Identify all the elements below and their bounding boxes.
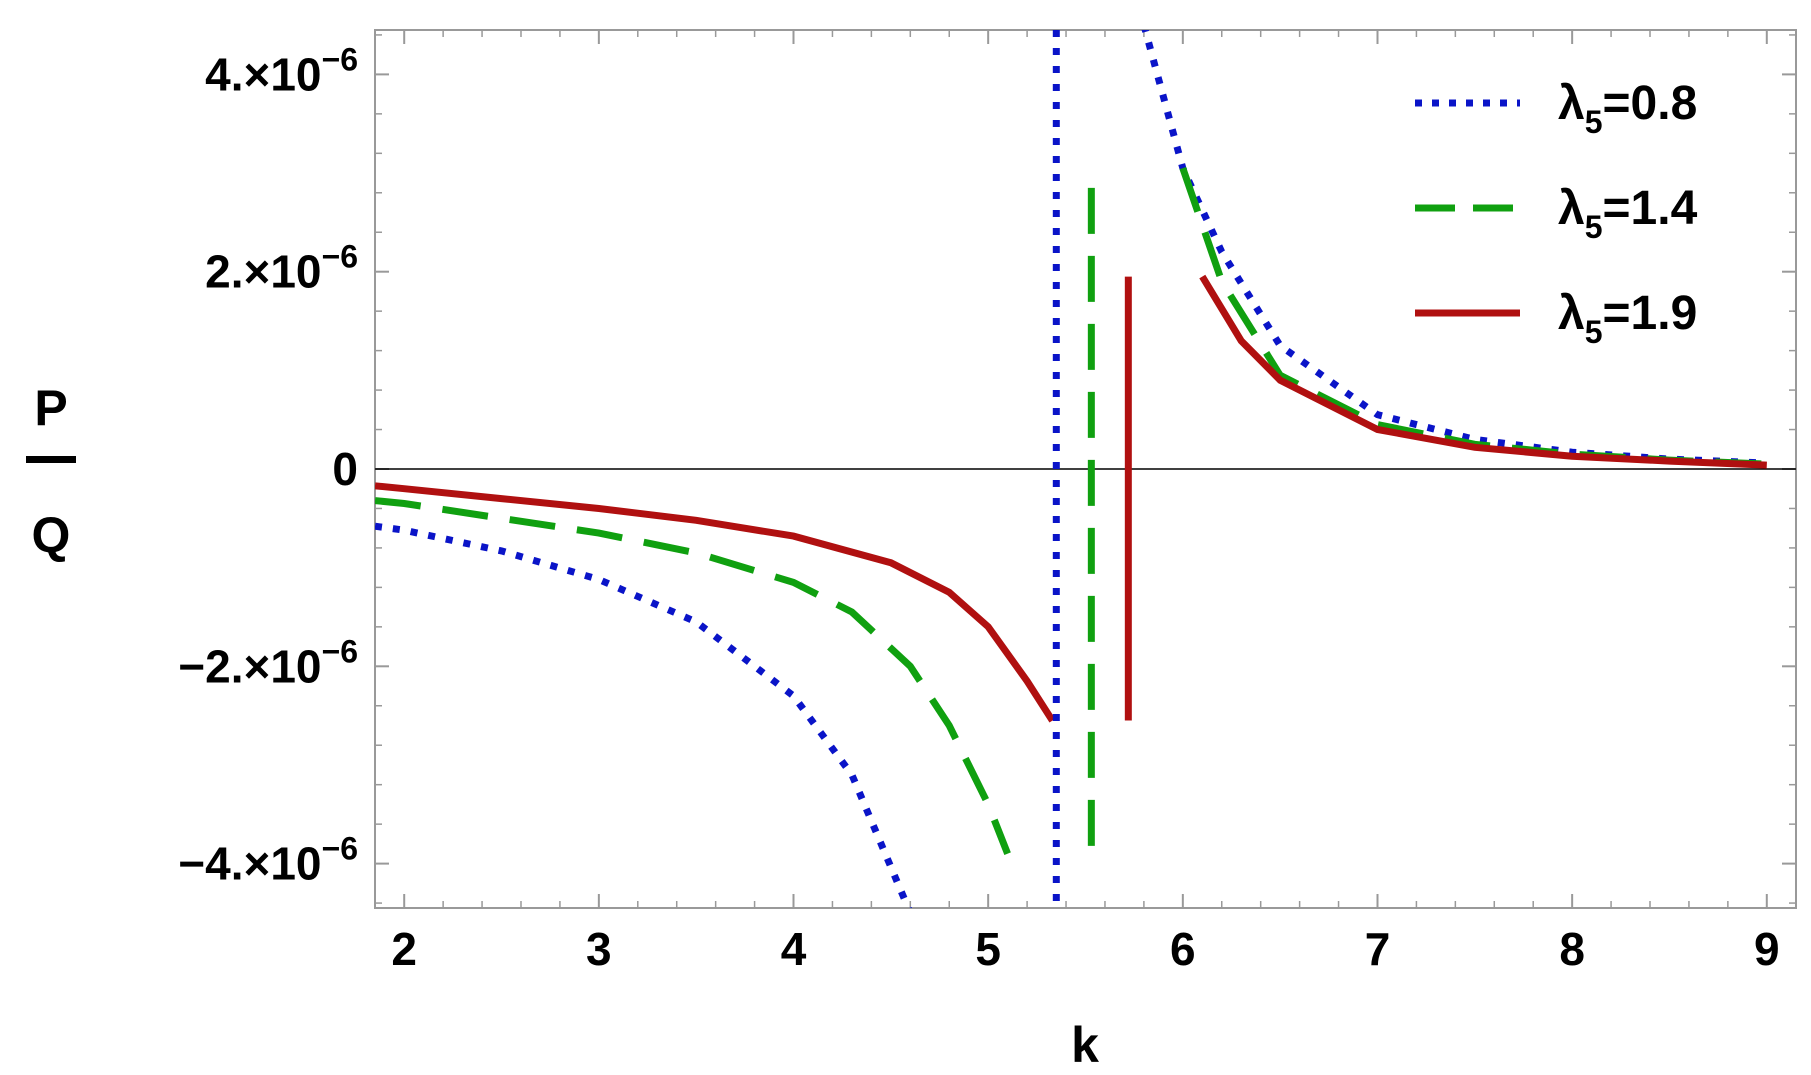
- tick-labels: 2 3 4 5 6 7 8 9 4.×10−6 2.×10−6 0 −2.×10−6 −4.×10−6: [178, 41, 1779, 975]
- series-line-3-right: [1199, 274, 1767, 469]
- y-axis-fraction-bar: [26, 456, 76, 463]
- y-tick-label: −4.×10−6: [178, 831, 358, 890]
- y-axis-label-denominator: Q: [32, 507, 71, 563]
- x-tick-label: 3: [586, 923, 612, 975]
- x-tick-label: 4: [781, 923, 807, 975]
- x-tick-label: 5: [975, 923, 1001, 975]
- series-layer: [375, 30, 1767, 908]
- y-tick-label: 4.×10−6: [205, 41, 358, 100]
- legend-label-1: λ5=0.8: [1558, 77, 1697, 140]
- series-line-3-left: [375, 482, 1056, 723]
- x-axis-label: k: [1071, 1017, 1099, 1073]
- x-tick-label: 7: [1365, 923, 1391, 975]
- legend-label-2: λ5=1.4: [1558, 182, 1698, 245]
- x-tick-label: 2: [391, 923, 417, 975]
- legend: λ5=0.8 λ5=1.4 λ5=1.9: [1415, 77, 1698, 350]
- y-tick-label: 0: [332, 443, 358, 495]
- y-tick-label: 2.×10−6: [205, 239, 358, 298]
- y-axis-label-numerator: P: [34, 380, 67, 436]
- y-axis-label: P Q: [26, 380, 76, 563]
- legend-label-3: λ5=1.9: [1558, 287, 1697, 350]
- ticks: [375, 30, 1796, 908]
- x-tick-label: 6: [1170, 923, 1196, 975]
- series-line-1-left: [375, 522, 913, 908]
- y-tick-label: −2.×10−6: [178, 633, 358, 692]
- x-tick-label: 9: [1754, 923, 1780, 975]
- x-tick-label: 8: [1559, 923, 1585, 975]
- series-line-2-left: [375, 497, 1011, 855]
- series-line-1-right: [1141, 30, 1767, 467]
